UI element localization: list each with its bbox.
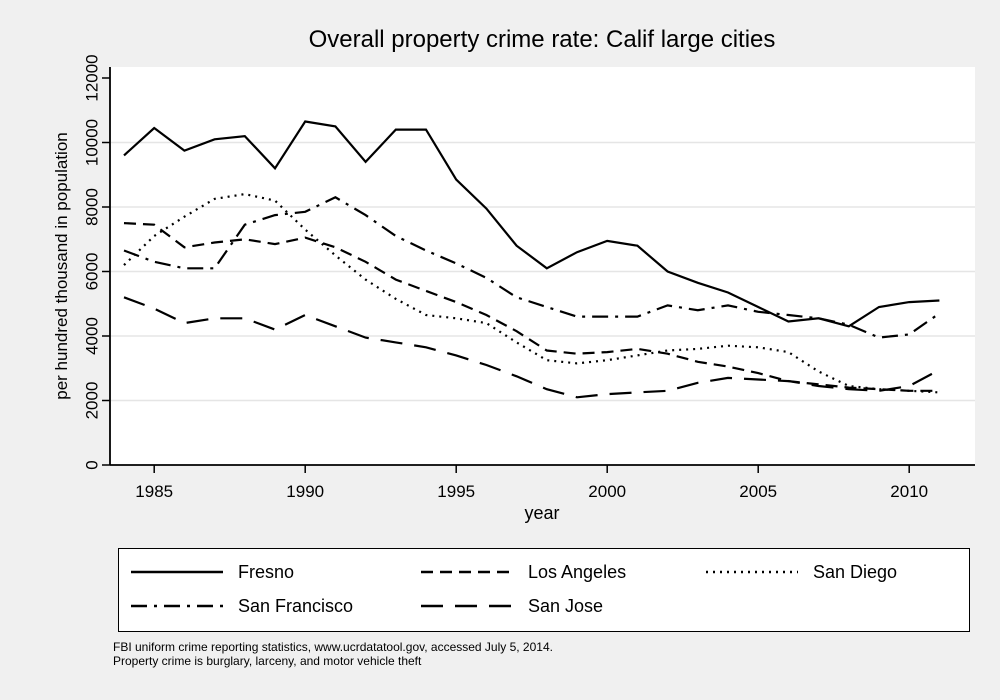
y-tick-label-2000: 2000 — [82, 382, 101, 420]
legend-line-sample — [131, 604, 223, 608]
x-axis-label: year — [524, 503, 560, 523]
chart-title: Overall property crime rate: Calif large… — [308, 26, 776, 53]
footnote-definition: Property crime is burglary, larceny, and… — [113, 654, 422, 668]
legend-line-sample — [421, 570, 513, 574]
legend-label: San Francisco — [238, 595, 354, 616]
y-tick-label-8000: 8000 — [82, 188, 101, 226]
series-line-san-diego — [123, 192, 940, 394]
legend-label: San Diego — [813, 561, 898, 582]
legend-entry-fresno: Fresno — [131, 559, 294, 585]
y-axis-title: per hundred thousand in population — [52, 132, 71, 400]
series-line-los-angeles — [123, 222, 940, 392]
legend-box: Fresno Los Angeles San Diego San Francisco S… — [118, 548, 970, 632]
legend-label: San Jose — [528, 595, 604, 616]
y-tick-label-12000: 12000 — [82, 54, 101, 101]
y-tick-label-10000: 10000 — [82, 119, 101, 166]
x-tick-label-1985: 1985 — [135, 482, 173, 501]
series-line-san-jose — [123, 296, 940, 399]
x-tick-label-2000: 2000 — [588, 482, 626, 501]
legend-line-sample — [131, 570, 223, 574]
footnote-source: FBI uniform crime reporting statistics, … — [113, 640, 553, 654]
legend-entry-los-angeles: Los Angeles — [421, 559, 626, 585]
legend-entry-san-francisco: San Francisco — [131, 593, 353, 619]
x-tick-label-1995: 1995 — [437, 482, 475, 501]
y-tick-label-0: 0 — [82, 460, 101, 469]
x-tick-label-1990: 1990 — [286, 482, 324, 501]
plot-area: 0 2000 4000 6000 8000 10000 12000 1985 1990 1995 2… — [82, 54, 975, 501]
legend-entry-san-jose: San Jose — [421, 593, 603, 619]
series-line-fresno — [123, 120, 940, 328]
series-line-san-francisco — [123, 196, 941, 339]
legend-label: Los Angeles — [528, 561, 627, 582]
footnotes: FBI uniform crime reporting statistics, … — [113, 640, 553, 668]
y-tick-label-4000: 4000 — [82, 317, 101, 355]
legend-entry-san-diego: San Diego — [706, 559, 897, 585]
x-tick-label-2005: 2005 — [739, 482, 777, 501]
legend-line-sample — [421, 604, 513, 608]
legend-label: Fresno — [238, 561, 295, 582]
legend-line-sample — [706, 570, 798, 574]
y-tick-label-6000: 6000 — [82, 253, 101, 291]
x-tick-label-2010: 2010 — [890, 482, 928, 501]
